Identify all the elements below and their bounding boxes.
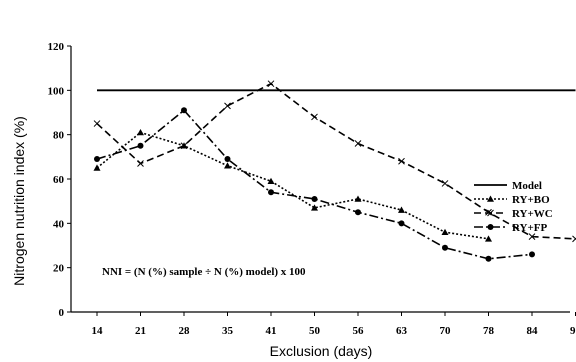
data-point-ry-wc: [224, 102, 231, 110]
y-tick-label: 20: [53, 263, 65, 275]
data-point-ry-fp: [355, 209, 361, 216]
data-point-ry-wc: [93, 120, 101, 127]
data-point-ry-wc: [528, 233, 536, 240]
x-tick-label: 41: [266, 325, 277, 337]
data-point-ry-bo: [137, 128, 144, 136]
legend-label-model: Model: [512, 180, 542, 192]
data-point-ry-wc: [137, 160, 144, 167]
data-point-ry-bo: [354, 195, 362, 202]
x-tick-label: 63: [396, 325, 408, 337]
series-line-ry-fp: [96, 109, 533, 260]
data-point-ry-fp: [529, 251, 535, 258]
data-point-ry-bo: [267, 177, 275, 185]
axes: [70, 46, 570, 313]
formula-annotation: NNI = (N (%) sample ÷ N (%) model) x 100: [102, 266, 306, 278]
data-point-ry-fp: [94, 156, 100, 163]
y-tick-label: 100: [48, 85, 65, 97]
data-point-ry-bo: [224, 162, 231, 169]
data-point-ry-bo: [93, 164, 101, 171]
data-point-ry-fp: [311, 195, 318, 202]
data-point-ry-fp: [137, 142, 144, 149]
y-tick-label: 120: [48, 41, 65, 53]
data-point-ry-wc: [180, 142, 188, 150]
data-point-ry-wc: [572, 235, 576, 243]
x-tick-label: 50: [309, 325, 321, 337]
legend: Model RY+BO RY+WC RY+FP: [474, 180, 553, 234]
data-point-ry-fp: [485, 255, 492, 262]
data-point-ry-wc: [441, 180, 449, 187]
series-group: [93, 80, 576, 262]
x-tick-label: 78: [483, 325, 495, 337]
data-point-ry-wc: [311, 113, 318, 121]
x-axis-title: Exclusion (days): [270, 343, 373, 359]
series-line-ry-wc: [96, 82, 576, 240]
legend-marker-ry-bo: [487, 195, 494, 202]
data-point-ry-wc: [354, 140, 362, 147]
x-tick-label: 14: [92, 325, 104, 337]
data-point-ry-wc: [398, 157, 405, 165]
data-point-ry-fp: [442, 244, 448, 251]
data-point-ry-wc: [267, 80, 275, 88]
legend-marker-ry-wc: [487, 209, 494, 217]
data-point-ry-bo: [311, 204, 318, 211]
x-axis-ticks: 14 21 28 35 41 50 56 63 70 78 84 91: [92, 312, 576, 337]
x-tick-label: 21: [135, 325, 146, 337]
legend-label-ry-fp: RY+FP: [512, 222, 547, 234]
data-point-ry-fp: [224, 156, 231, 163]
series-ry-fp: [94, 107, 535, 262]
x-tick-label: 91: [570, 325, 576, 337]
data-point-ry-fp: [268, 189, 274, 196]
y-tick-label: 40: [53, 218, 65, 230]
y-axis-ticks: 0 20 40 60 80 100 120: [48, 41, 71, 319]
data-point-ry-fp: [398, 220, 405, 227]
y-axis-title: Nitrogen nutrition index (%): [11, 116, 27, 286]
legend-label-ry-bo: RY+BO: [512, 194, 550, 206]
series-ry-wc: [93, 80, 576, 243]
x-tick-label: 84: [527, 325, 539, 337]
x-tick-label: 70: [440, 325, 452, 337]
legend-label-ry-wc: RY+WC: [512, 208, 553, 220]
x-tick-label: 56: [353, 325, 365, 337]
data-point-ry-bo: [398, 206, 405, 213]
data-point-ry-bo: [441, 228, 449, 235]
x-tick-label: 28: [179, 325, 191, 337]
legend-marker-ry-fp: [487, 224, 494, 230]
x-tick-label: 35: [222, 325, 234, 337]
series-line-ry-bo: [96, 131, 489, 240]
y-tick-label: 60: [53, 174, 65, 186]
y-tick-label: 80: [53, 130, 65, 142]
data-point-ry-bo: [485, 235, 492, 242]
series-ry-bo: [93, 128, 492, 242]
y-tick-label: 0: [59, 307, 65, 319]
data-point-ry-fp: [181, 107, 187, 114]
